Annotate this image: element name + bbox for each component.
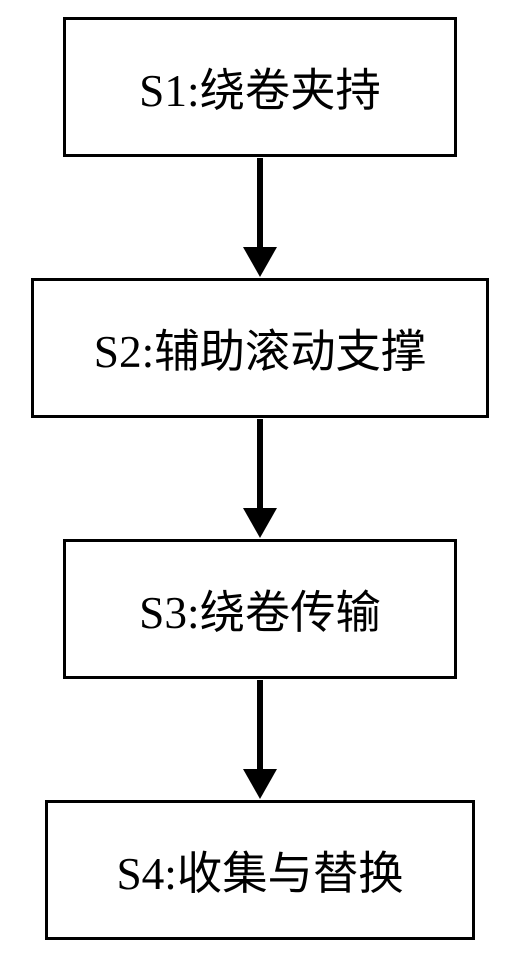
flowchart-node-s4: S4:收集与替换	[45, 800, 475, 940]
flowchart-node-s2: S2:辅助滚动支撑	[31, 278, 489, 418]
flowchart-container: S1:绕卷夹持 S2:辅助滚动支撑 S3:绕卷传输 S4:收集与替换	[0, 0, 513, 953]
flowchart-node-label: S4:收集与替换	[116, 837, 403, 903]
flowchart-node-label: S3:绕卷传输	[139, 576, 381, 642]
flowchart-node-s3: S3:绕卷传输	[63, 539, 457, 679]
flowchart-node-label: S1:绕卷夹持	[139, 54, 381, 120]
flowchart-node-s1: S1:绕卷夹持	[63, 17, 457, 157]
flowchart-node-label: S2:辅助滚动支撑	[94, 315, 426, 381]
